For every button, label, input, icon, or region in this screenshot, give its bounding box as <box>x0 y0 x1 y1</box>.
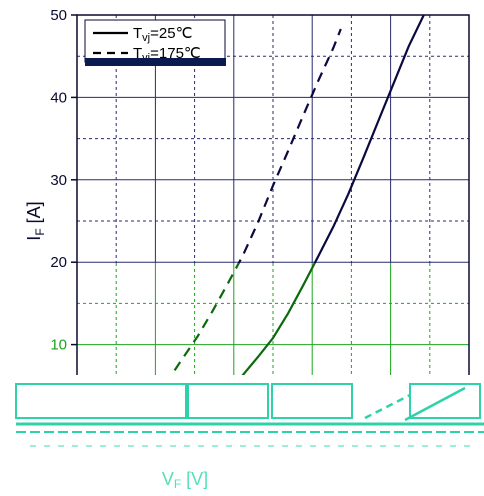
y-axis-title-unit: [A] <box>24 201 44 228</box>
y-tick-label: 20 <box>50 254 67 271</box>
x-axis-title: VF [V] <box>162 469 208 491</box>
glitch-band <box>0 375 484 457</box>
glitch-curve-solid <box>404 386 466 422</box>
x-axis-title-sub: F <box>174 477 181 491</box>
y-axis-ticks: 10 20 30 40 50 <box>50 7 77 354</box>
series-line-1-lower <box>204 263 317 427</box>
legend-entry-1-rest: =25℃ <box>150 25 192 42</box>
legend-bar <box>85 58 226 66</box>
grid <box>77 15 469 427</box>
y-axis-title-main: I <box>24 236 44 241</box>
legend-entry-2-rest: =175℃ <box>150 45 201 62</box>
y-tick-label: 10 <box>50 337 67 354</box>
glitch-block-3 <box>271 383 353 419</box>
legend-entry-2-main: T <box>133 45 142 62</box>
glitch-block-1 <box>15 383 187 419</box>
legend-entry-1: Tvj=25℃ <box>133 25 192 44</box>
y-tick-label: 30 <box>50 172 67 189</box>
glitch-block-2 <box>187 383 269 419</box>
y-tick-label: 50 <box>50 7 67 24</box>
series-layer <box>131 15 425 427</box>
x-axis-title-main: V <box>162 469 174 489</box>
legend-entry-1-sub: vj <box>142 32 150 44</box>
legend-entry-1-main: T <box>133 25 142 42</box>
glitch-block-4 <box>409 383 481 419</box>
series-line-1-upper <box>313 15 425 263</box>
y-tick-label: 40 <box>50 89 67 106</box>
series-line-2-lower <box>131 263 241 427</box>
x-axis-title-unit: [V] <box>181 469 208 489</box>
y-axis-title-sub: F <box>33 228 47 235</box>
glitch-curve-dashed <box>364 393 411 420</box>
glitch-band-bg <box>0 375 484 457</box>
legend-box <box>84 19 226 63</box>
y-axis-title: IF [A] <box>24 201 47 240</box>
legend: Tvj=25℃ Tvj=175℃ <box>84 19 226 66</box>
